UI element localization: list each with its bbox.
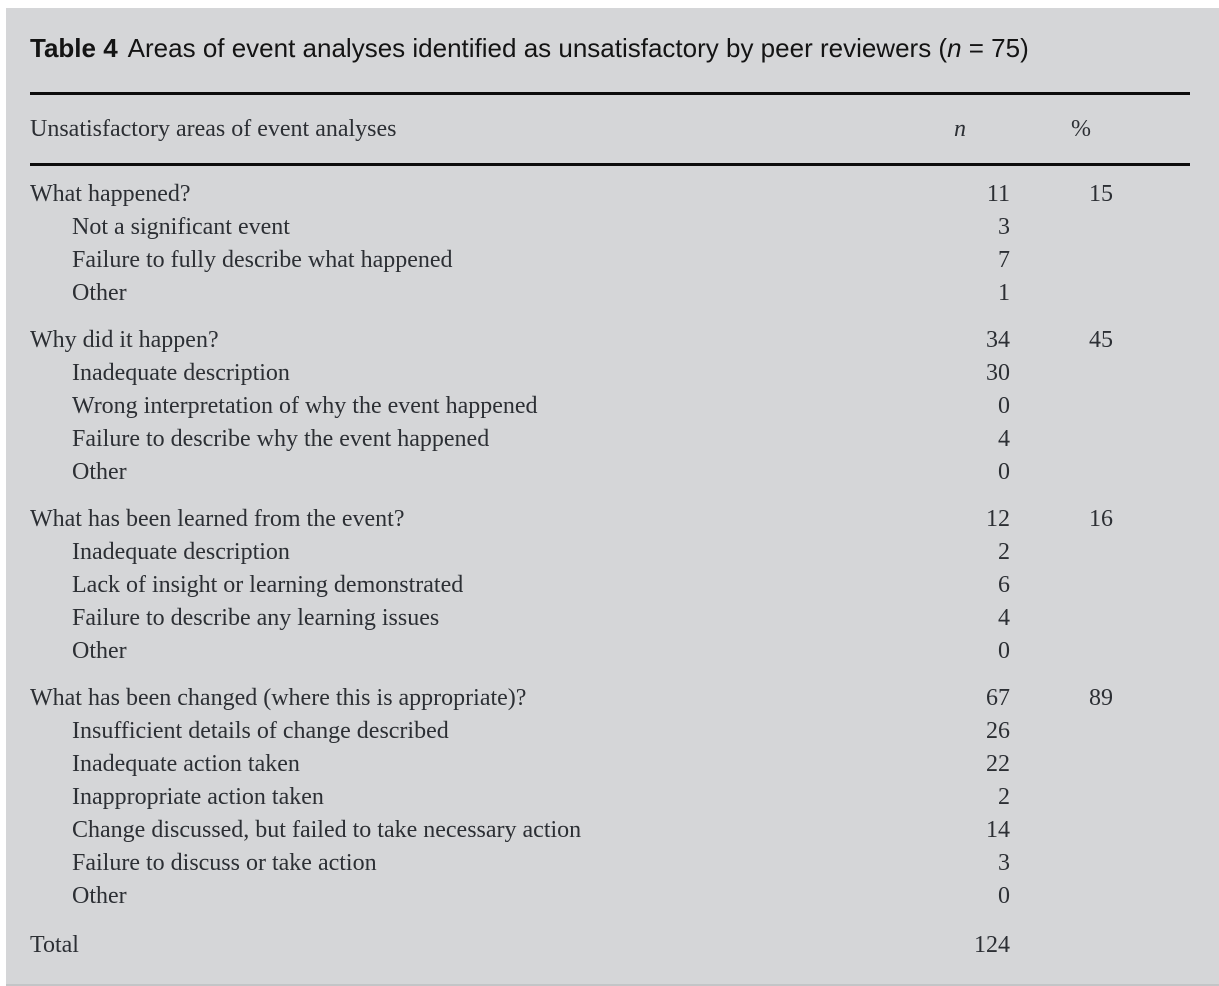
column-header-area: Unsatisfactory areas of event analyses <box>30 115 397 142</box>
row-label: Other <box>72 883 127 909</box>
table-row: Other 0 <box>30 880 1190 913</box>
row-n-value: 14 <box>986 817 1010 843</box>
row-label: Failure to describe any learning issues <box>72 605 440 631</box>
total-row: Total 124 <box>30 929 1190 962</box>
row-label: What happened? <box>30 181 191 207</box>
table-row: Failure to describe any learning issues … <box>30 602 1190 635</box>
table-row: Failure to discuss or take action 3 <box>30 847 1190 880</box>
table-panel: Table 4 Areas of event analyses identifie… <box>6 8 1219 986</box>
row-label: Other <box>72 280 127 306</box>
row-label: Not a significant event <box>72 214 290 240</box>
row-label: Failure to describe why the event happen… <box>72 426 490 452</box>
column-header-n: n <box>954 115 966 142</box>
table-row: Other 1 <box>30 277 1190 310</box>
table-body: What happened? 11 15 Not a significant e… <box>30 166 1190 962</box>
total-label: Total <box>30 932 79 958</box>
row-label: Inadequate action taken <box>72 751 300 777</box>
row-label: Change discussed, but failed to take nec… <box>72 817 582 843</box>
row-n-value: 30 <box>986 360 1010 386</box>
row-label: Other <box>72 459 127 485</box>
caption-n-symbol: n <box>947 33 962 63</box>
table-row: Inadequate description 2 <box>30 536 1190 569</box>
top-rule <box>30 92 1190 95</box>
row-label: Why did it happen? <box>30 327 219 353</box>
section-why-did-it-happen: Why did it happen? 34 45 Inadequate desc… <box>30 324 1190 489</box>
row-label: Failure to discuss or take action <box>72 850 377 876</box>
row-n-value: 7 <box>998 247 1010 273</box>
section-header-row: What has been changed (where this is app… <box>30 682 1190 715</box>
row-label: Insufficient details of change described <box>72 718 449 744</box>
table-number: Table 4 <box>30 33 118 63</box>
row-n-value: 26 <box>986 718 1010 744</box>
row-percent-value: 16 <box>1089 506 1113 532</box>
table-row: Change discussed, but failed to take nec… <box>30 814 1190 847</box>
row-n-value: 0 <box>998 638 1010 664</box>
row-n-value: 34 <box>986 327 1010 353</box>
row-n-value: 4 <box>998 605 1010 631</box>
row-n-value: 4 <box>998 426 1010 452</box>
row-label: Lack of insight or learning demonstrated <box>72 572 464 598</box>
table-row: Not a significant event 3 <box>30 211 1190 244</box>
section-what-happened: What happened? 11 15 Not a significant e… <box>30 178 1190 310</box>
row-n-value: 1 <box>998 280 1010 306</box>
row-n-value: 22 <box>986 751 1010 777</box>
table-row: Inadequate description 30 <box>30 357 1190 390</box>
table-row: Lack of insight or learning demonstrated… <box>30 569 1190 602</box>
table-content: Table 4 Areas of event analyses identifie… <box>30 30 1190 962</box>
row-n-value: 2 <box>998 539 1010 565</box>
column-header-percent: % <box>1071 115 1091 142</box>
row-n-value: 12 <box>986 506 1010 532</box>
table-row: Failure to describe why the event happen… <box>30 423 1190 456</box>
table-row: Inappropriate action taken 2 <box>30 781 1190 814</box>
table-caption: Table 4 Areas of event analyses identifie… <box>30 30 1190 66</box>
row-percent-value: 89 <box>1089 685 1113 711</box>
table-row: Other 0 <box>30 456 1190 489</box>
row-label: Inadequate description <box>72 360 290 386</box>
row-percent-value: 15 <box>1089 181 1113 207</box>
row-n-value: 67 <box>986 685 1010 711</box>
section-what-has-been-learned: What has been learned from the event? 12… <box>30 503 1190 668</box>
section-what-has-been-changed: What has been changed (where this is app… <box>30 682 1190 913</box>
column-header-row: Unsatisfactory areas of event analyses n… <box>30 95 1190 163</box>
table-caption-suffix: = 75) <box>961 33 1029 63</box>
row-n-value: 0 <box>998 459 1010 485</box>
row-n-value: 11 <box>986 181 1010 207</box>
row-n-value: 6 <box>998 572 1010 598</box>
row-percent-value: 45 <box>1089 327 1113 353</box>
row-n-value: 3 <box>998 214 1010 240</box>
section-header-row: Why did it happen? 34 45 <box>30 324 1190 357</box>
row-label: What has been changed (where this is app… <box>30 685 527 711</box>
table-row: Inadequate action taken 22 <box>30 748 1190 781</box>
row-n-value: 0 <box>998 883 1010 909</box>
row-label: Failure to fully describe what happened <box>72 247 453 273</box>
row-label: Inappropriate action taken <box>72 784 324 810</box>
row-n-value: 0 <box>998 393 1010 419</box>
section-header-row: What has been learned from the event? 12… <box>30 503 1190 536</box>
section-header-row: What happened? 11 15 <box>30 178 1190 211</box>
row-label: Wrong interpretation of why the event ha… <box>72 393 538 419</box>
table-row: Failure to fully describe what happened … <box>30 244 1190 277</box>
table-row: Other 0 <box>30 635 1190 668</box>
row-label: Other <box>72 638 127 664</box>
row-label: What has been learned from the event? <box>30 506 405 532</box>
header-rule <box>30 163 1190 166</box>
row-label: Inadequate description <box>72 539 290 565</box>
row-n-value: 3 <box>998 850 1010 876</box>
table-caption-text: Areas of event analyses identified as un… <box>127 33 948 63</box>
table-row: Wrong interpretation of why the event ha… <box>30 390 1190 423</box>
total-n-value: 124 <box>974 932 1010 958</box>
row-n-value: 2 <box>998 784 1010 810</box>
table-row: Insufficient details of change described… <box>30 715 1190 748</box>
